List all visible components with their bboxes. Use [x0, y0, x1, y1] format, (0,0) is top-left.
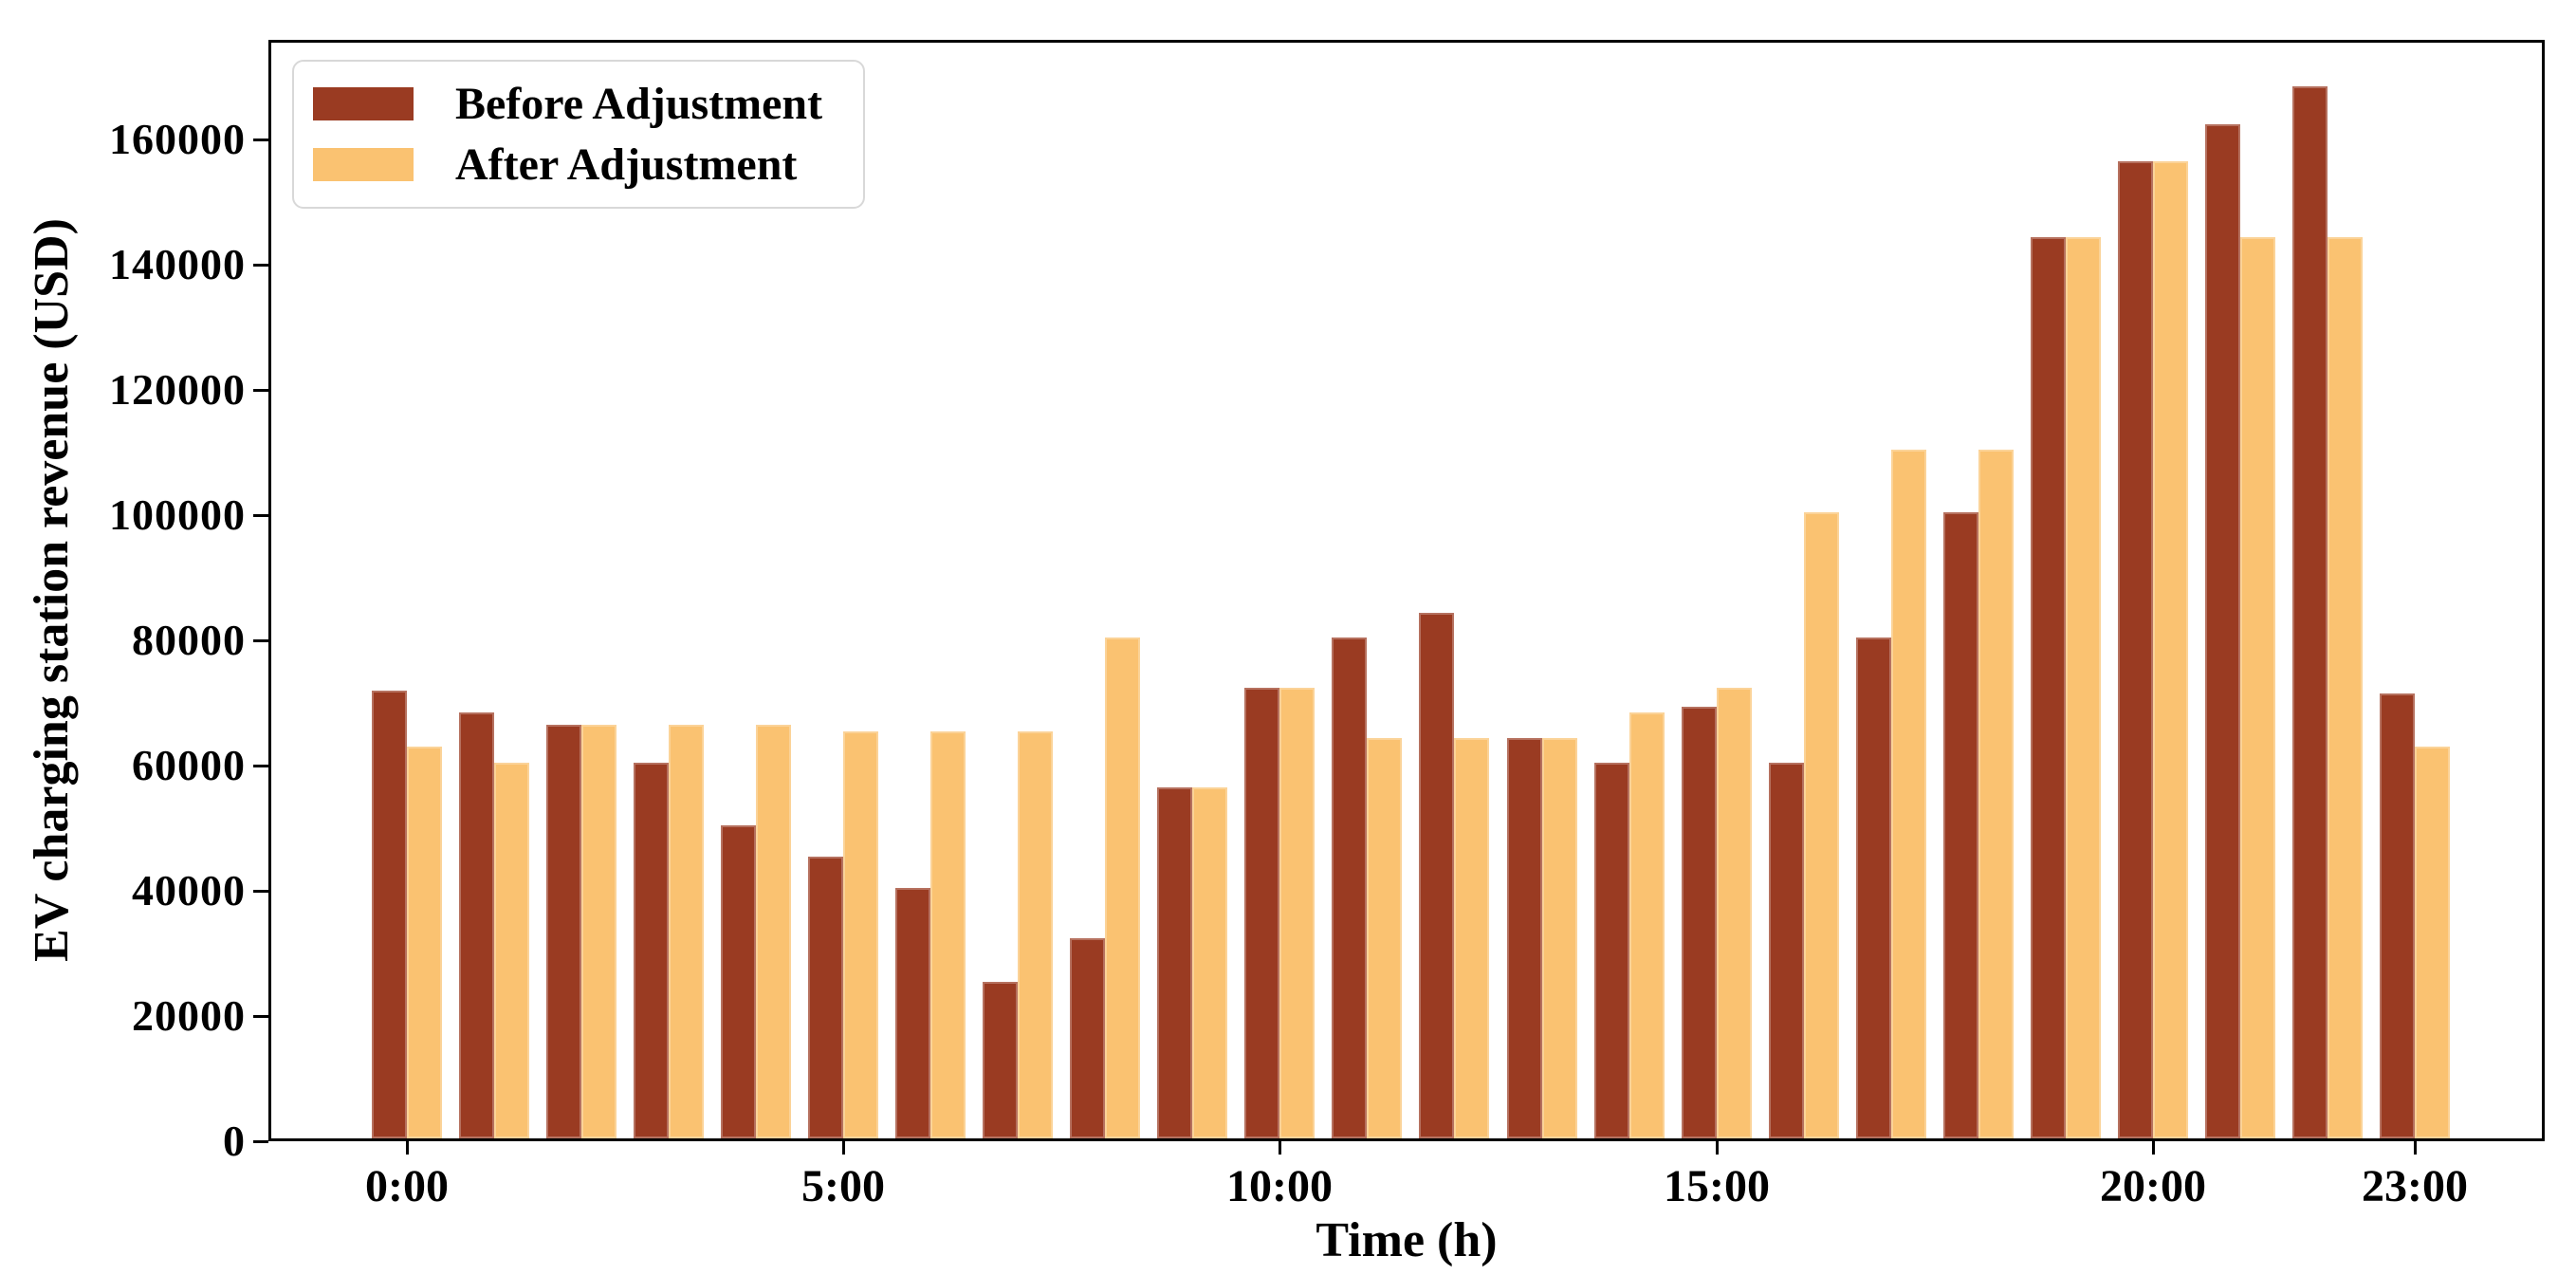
x-tick-mark-2300 [2414, 1141, 2417, 1155]
x-tick-mark-1000 [1279, 1141, 1281, 1155]
y-tick-mark-120000 [253, 389, 268, 392]
legend-swatch-after [313, 148, 414, 181]
legend-label-after: After Adjustment [455, 139, 798, 190]
bar-before-1200 [1419, 613, 1455, 1138]
bar-after-400 [756, 725, 792, 1138]
bar-before-200 [546, 725, 582, 1138]
bar-before-2200 [2291, 86, 2328, 1138]
y-tick-label-0: 0 [223, 1117, 246, 1165]
bar-before-2000 [2117, 161, 2153, 1138]
y-tick-mark-100000 [253, 514, 268, 517]
bar-before-700 [983, 982, 1019, 1138]
x-tick-mark-500 [842, 1141, 845, 1155]
y-tick-mark-0 [253, 1140, 268, 1143]
y-tick-label-80000: 80000 [132, 616, 246, 664]
x-tick-mark-1500 [1716, 1141, 1719, 1155]
y-tick-mark-20000 [253, 1015, 268, 1018]
x-tick-label-2300: 23:00 [2362, 1161, 2468, 1211]
y-tick-mark-60000 [253, 765, 268, 767]
bar-after-1700 [1890, 450, 1926, 1138]
bar-after-900 [1192, 787, 1228, 1138]
y-tick-label-100000: 100000 [109, 490, 246, 539]
bar-before-000 [372, 691, 407, 1138]
bar-after-1900 [2065, 237, 2101, 1138]
bar-after-1200 [1454, 738, 1490, 1138]
bar-after-1800 [1978, 450, 2014, 1138]
bar-before-400 [721, 825, 757, 1138]
bar-before-1400 [1593, 763, 1629, 1138]
y-axis-title: EV charging station revenue (USD) [25, 218, 79, 962]
bar-before-1700 [1855, 638, 1891, 1138]
y-tick-mark-160000 [253, 139, 268, 141]
legend-item-after: After Adjustment [313, 139, 844, 190]
y-tick-label-140000: 140000 [109, 240, 246, 288]
bar-after-200 [581, 725, 617, 1138]
legend-swatch-before [313, 87, 414, 120]
bar-after-2000 [2152, 161, 2188, 1138]
bar-after-1400 [1628, 712, 1665, 1138]
x-tick-label-1500: 15:00 [1664, 1161, 1770, 1211]
plot-area [268, 40, 2545, 1141]
bar-before-2300 [2379, 693, 2415, 1138]
bar-after-300 [669, 725, 705, 1138]
y-tick-label-20000: 20000 [132, 991, 246, 1040]
bar-after-800 [1105, 638, 1141, 1138]
bar-before-800 [1070, 938, 1106, 1138]
x-tick-mark-000 [406, 1141, 409, 1155]
y-tick-label-160000: 160000 [109, 115, 246, 163]
legend: Before Adjustment After Adjustment [292, 60, 865, 209]
bar-after-700 [1018, 731, 1054, 1138]
x-tick-label-1000: 10:00 [1226, 1161, 1333, 1211]
legend-label-before: Before Adjustment [455, 78, 823, 129]
bar-after-100 [494, 763, 530, 1138]
x-tick-label-500: 5:00 [801, 1161, 885, 1211]
bar-after-2300 [2414, 747, 2450, 1138]
bar-before-300 [634, 763, 670, 1138]
bar-before-1100 [1332, 638, 1368, 1138]
bar-after-2100 [2239, 237, 2275, 1138]
y-tick-mark-40000 [253, 890, 268, 893]
bar-before-1600 [1768, 763, 1804, 1138]
x-axis-title: Time (h) [1316, 1213, 1498, 1267]
bar-before-1900 [2030, 237, 2066, 1138]
y-tick-mark-80000 [253, 639, 268, 642]
bar-after-1100 [1367, 738, 1403, 1138]
bar-after-2200 [2327, 237, 2363, 1138]
bar-before-1300 [1506, 738, 1542, 1138]
bar-before-600 [895, 888, 931, 1138]
bar-before-100 [459, 712, 495, 1138]
bar-after-1300 [1541, 738, 1577, 1138]
bar-before-2100 [2204, 124, 2240, 1138]
x-tick-mark-2000 [2152, 1141, 2155, 1155]
x-tick-label-000: 0:00 [365, 1161, 449, 1211]
bar-before-900 [1157, 787, 1193, 1138]
y-tick-label-120000: 120000 [109, 365, 246, 414]
y-tick-mark-140000 [253, 264, 268, 267]
bar-before-500 [808, 857, 844, 1138]
bar-after-600 [930, 731, 966, 1138]
bar-after-1500 [1716, 688, 1752, 1138]
bar-before-1500 [1681, 707, 1717, 1138]
y-tick-label-40000: 40000 [132, 866, 246, 915]
bar-after-1000 [1279, 688, 1316, 1138]
y-tick-label-60000: 60000 [132, 741, 246, 789]
bar-before-1800 [1942, 512, 1978, 1138]
bar-after-000 [407, 747, 442, 1138]
bar-after-500 [843, 731, 879, 1138]
legend-item-before: Before Adjustment [313, 78, 844, 129]
bar-before-1000 [1244, 688, 1280, 1138]
x-tick-label-2000: 20:00 [2100, 1161, 2206, 1211]
bar-after-1600 [1803, 512, 1839, 1138]
